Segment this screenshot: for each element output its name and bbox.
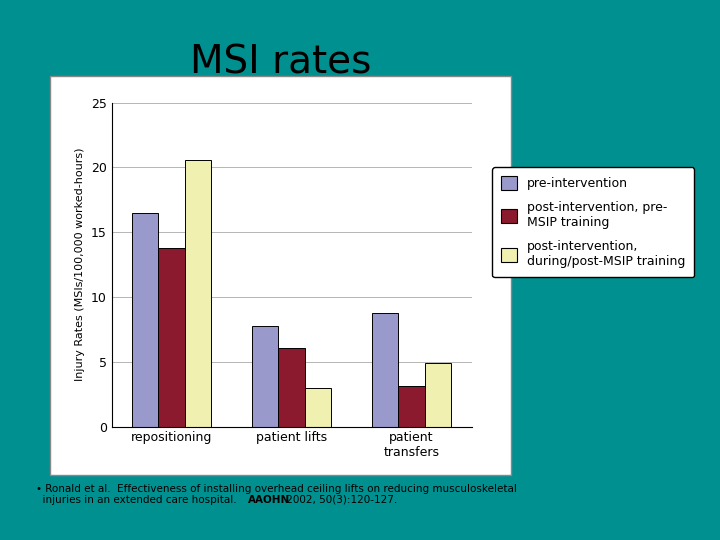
Text: 2002, 50(3):120-127.: 2002, 50(3):120-127. [283, 495, 397, 505]
Bar [252, 326, 279, 427]
Y-axis label: Injury Rates (MSIs/100,000 worked-hours): Injury Rates (MSIs/100,000 worked-hours) [76, 148, 85, 381]
Bar [279, 348, 305, 427]
Bar [305, 388, 331, 427]
Text: • Ronald et al.  Effectiveness of installing overhead ceiling lifts on reducing : • Ronald et al. Effectiveness of install… [36, 484, 517, 494]
Text: injuries in an extended care hospital.: injuries in an extended care hospital. [36, 495, 243, 505]
Bar [398, 387, 425, 427]
Bar [132, 213, 158, 427]
Text: AAOHN: AAOHN [248, 495, 290, 505]
Bar [372, 313, 398, 427]
Legend: pre-intervention, post-intervention, pre-
MSIP training, post-intervention,
duri: pre-intervention, post-intervention, pre… [492, 167, 694, 277]
Bar [425, 363, 451, 427]
Bar [185, 160, 211, 427]
Text: MSI rates: MSI rates [190, 43, 372, 81]
Bar [158, 248, 185, 427]
